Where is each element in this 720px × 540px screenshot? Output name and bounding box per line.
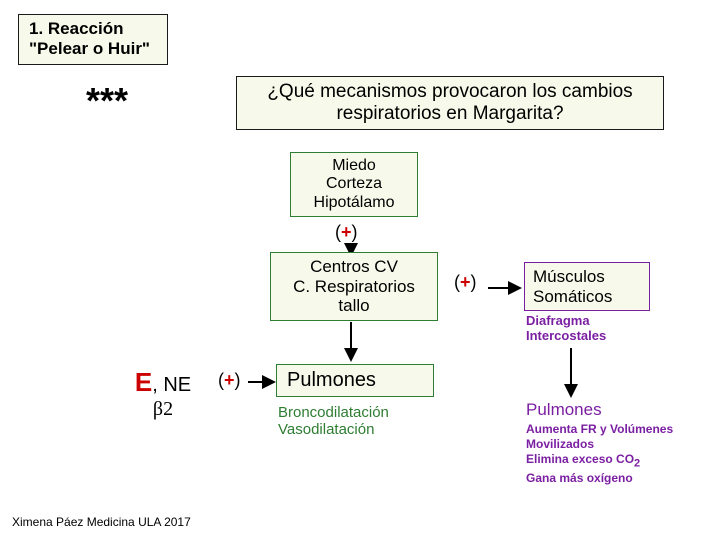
pulmones-text: Pulmones bbox=[287, 369, 376, 391]
bronco-l1: Broncodilatación bbox=[278, 404, 389, 421]
title-l1: 1. Reacción bbox=[29, 19, 124, 38]
plus-right-centros: (+) bbox=[454, 272, 477, 293]
bronco-block: Broncodilatación Vasodilatación bbox=[278, 404, 389, 439]
title-l2: "Pelear o Huir" bbox=[29, 39, 150, 58]
aumenta-block: Aumenta FR y Volúmenes Movilizados Elimi… bbox=[526, 422, 673, 486]
aumenta-l3b: 2 bbox=[634, 457, 640, 469]
line-centros-pulmones bbox=[350, 322, 352, 350]
pulmones2-label: Pulmones bbox=[526, 400, 602, 420]
aumenta-l4: Gana más oxígeno bbox=[526, 471, 633, 485]
centros-l2: C. Respiratorios bbox=[293, 277, 415, 296]
footer-text: Ximena Páez Medicina ULA 2017 bbox=[12, 515, 191, 529]
aumenta-l1: Aumenta FR y Volúmenes bbox=[526, 422, 673, 436]
miedo-l2: Corteza bbox=[326, 175, 382, 192]
ne-rest: , NE bbox=[152, 374, 191, 396]
footer-credit: Ximena Páez Medicina ULA 2017 bbox=[12, 516, 191, 530]
line-musculos-pulmones2 bbox=[570, 348, 572, 386]
centros-box: Centros CV C. Respiratorios tallo bbox=[270, 252, 438, 321]
diafragma-l2: Intercostales bbox=[526, 328, 606, 343]
musculos-l2: Somáticos bbox=[533, 287, 612, 306]
plus-sign3: + bbox=[224, 370, 235, 390]
e-red: E bbox=[135, 367, 152, 397]
miedo-l3: Hipotálamo bbox=[314, 194, 395, 211]
title-reaccion-box: 1. Reacción "Pelear o Huir" bbox=[18, 14, 168, 65]
diafragma-l1: Diafragma bbox=[526, 313, 590, 328]
plus-sign: + bbox=[341, 222, 352, 242]
bronco-l2: Vasodilatación bbox=[278, 421, 374, 438]
question-text: ¿Qué mecanismos provocaron los cambios r… bbox=[267, 81, 632, 124]
paren-r: ) bbox=[352, 222, 358, 242]
musculos-l1: Músculos bbox=[533, 267, 605, 286]
centros-l3: tallo bbox=[338, 296, 369, 315]
stars-text: *** bbox=[86, 80, 128, 121]
paren-r3: ) bbox=[235, 370, 241, 390]
plus-sign2: + bbox=[460, 272, 471, 292]
question-box: ¿Qué mecanismos provocaron los cambios r… bbox=[236, 76, 664, 130]
miedo-box: Miedo Corteza Hipotálamo bbox=[290, 152, 418, 217]
pulmones-box: Pulmones bbox=[276, 364, 434, 397]
ene-block: E, NE β2 bbox=[118, 368, 208, 421]
aumenta-l3a: Elimina exceso CO bbox=[526, 452, 634, 466]
aumenta-l2: Movilizados bbox=[526, 437, 594, 451]
arrowhead-centros-pulmones bbox=[344, 348, 358, 362]
miedo-l1: Miedo bbox=[332, 157, 376, 174]
diafragma-text: Diafragma Intercostales bbox=[526, 314, 606, 344]
beta2: β2 bbox=[153, 398, 173, 420]
centros-l1: Centros CV bbox=[310, 257, 398, 276]
arrowhead-musculos-pulmones2 bbox=[564, 384, 578, 398]
paren-r2: ) bbox=[471, 272, 477, 292]
plus-under-miedo: (+) bbox=[335, 222, 358, 243]
pulmones2-text: Pulmones bbox=[526, 400, 602, 419]
plus-left-pulmones: (+) bbox=[218, 370, 241, 391]
musculos-box: Músculos Somáticos bbox=[524, 262, 650, 311]
arrowhead-centros-musculos bbox=[508, 281, 522, 295]
stars: *** bbox=[86, 80, 128, 121]
arrowhead-ene-pulmones bbox=[262, 375, 276, 389]
line-centros-musculos bbox=[488, 287, 510, 289]
